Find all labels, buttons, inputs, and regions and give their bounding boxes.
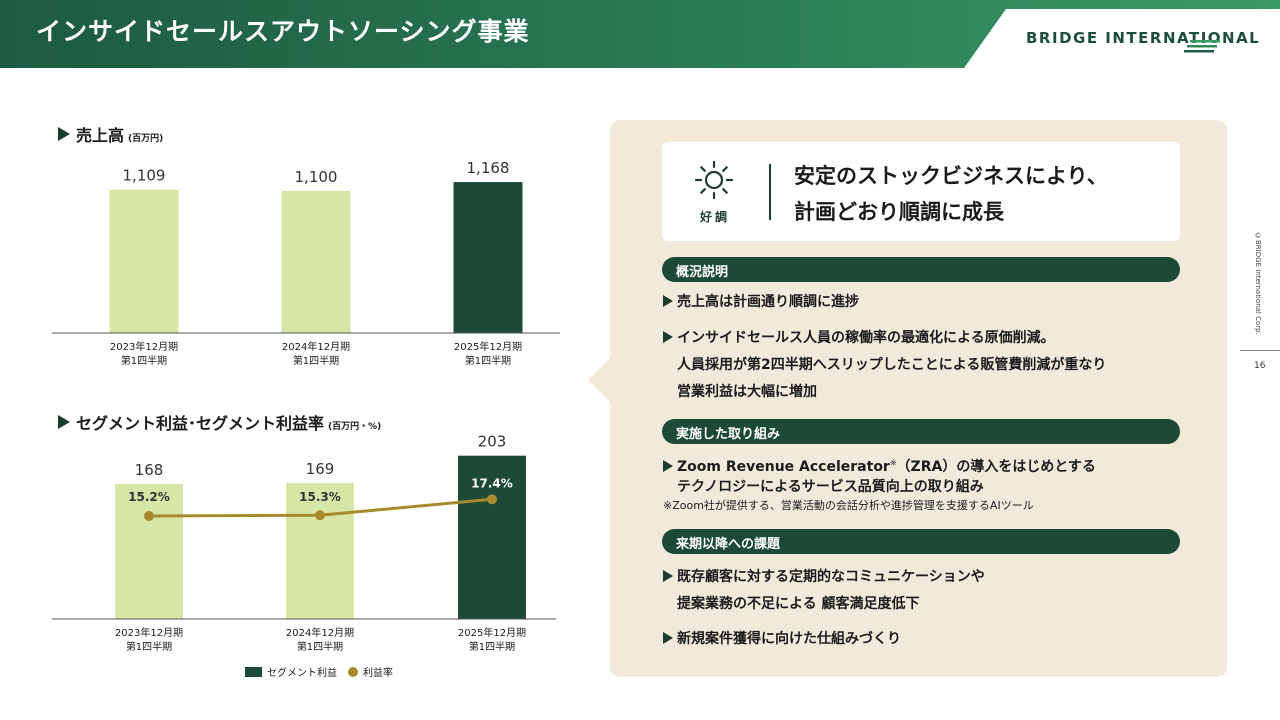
- legend-rate-swatch: [348, 667, 358, 677]
- sales-bar: [453, 182, 523, 333]
- status-label: 好調: [700, 210, 731, 224]
- x-tick-label: 第1四半期: [121, 354, 167, 367]
- initiative-item-continued: テクノロジーによるサービス品質向上の取り組み: [677, 479, 984, 495]
- company-logo: BRIDGE INTERNATIONAL: [1026, 29, 1261, 47]
- issues-section-title: 来期以降への課題: [676, 537, 781, 552]
- profit-value-label: 168: [135, 461, 164, 479]
- sales-bar: [281, 190, 351, 333]
- sales-bar: [109, 189, 179, 333]
- initiatives-section-title: 実施した取り組み: [676, 427, 781, 442]
- x-tick-label: 2025年12月期: [458, 626, 526, 639]
- triangle-bullet-icon: [663, 295, 673, 307]
- overview-item: 売上高は計画通り順調に進捗: [663, 291, 859, 311]
- x-tick-label: 2023年12月期: [115, 626, 183, 639]
- x-tick-label: 第1四半期: [297, 640, 343, 653]
- profit-value-label: 203: [478, 433, 507, 451]
- panel-pointer: [588, 358, 610, 402]
- issue-item: 既存顧客に対する定期的なコミュニケーションや: [663, 566, 985, 586]
- triangle-bullet-icon: [58, 127, 70, 141]
- issues-section-bar: 来期以降への課題: [662, 529, 1180, 554]
- segment-combo-chart: 1682023年12月期第1四半期1692024年12月期第1四半期203202…: [52, 433, 556, 679]
- legend-profit-label: セグメント利益: [267, 666, 337, 679]
- profit-rate-point: [487, 494, 497, 505]
- profit-value-label: 169: [306, 460, 335, 478]
- x-tick-label: 第1四半期: [126, 640, 172, 653]
- footnote-mark: ※: [889, 458, 897, 468]
- initiative-product: Zoom Revenue Accelerator: [677, 459, 890, 475]
- sales-chart-heading: 売上高 (百万円): [58, 122, 163, 146]
- initiative-item: Zoom Revenue Accelerator※（ZRA）の導入をはじめとする: [663, 456, 1096, 476]
- overview-item-continued: 人員採用が第2四半期へスリップしたことによる販管費削減が重なり: [677, 357, 1107, 373]
- sales-chart-title: 売上高: [76, 126, 125, 145]
- copyright-text: ©BRIDGE International Corp.: [1254, 232, 1262, 335]
- issue-item-text: 既存顧客に対する定期的なコミュニケーションや: [677, 569, 985, 585]
- header-banner: インサイドセールスアウトソーシング事業 BRIDGE INTERNATIONAL: [0, 0, 1280, 68]
- x-tick-label: 第1四半期: [293, 354, 339, 367]
- overview-section-bar: 概況説明: [662, 257, 1180, 282]
- overview-item-text: インサイドセールス人員の稼働率の最適化による原価削減。: [677, 330, 1055, 346]
- page-title: インサイドセールスアウトソーシング事業: [36, 17, 530, 46]
- page-number: 16: [1254, 361, 1266, 371]
- profit-rate-point: [315, 510, 325, 521]
- page-number-rule: [1240, 350, 1280, 351]
- issue-item: 新規案件獲得に向けた仕組みづくり: [663, 628, 901, 648]
- overview-item: インサイドセールス人員の稼働率の最適化による原価削減。: [663, 327, 1055, 347]
- segment-chart-heading: セグメント利益･セグメント利益率 (百万円・%): [58, 410, 381, 434]
- x-tick-label: 2024年12月期: [286, 626, 354, 639]
- profit-rate-label: 15.2%: [128, 490, 170, 504]
- logo-panel: BRIDGE INTERNATIONAL: [964, 9, 1280, 68]
- triangle-bullet-icon: [663, 632, 673, 644]
- overview-item-continued: 営業利益は大幅に増加: [677, 384, 817, 400]
- x-tick-label: 2023年12月期: [110, 340, 178, 353]
- triangle-bullet-icon: [58, 415, 70, 429]
- hero-divider: [769, 164, 771, 220]
- profit-rate-label: 15.3%: [299, 490, 341, 504]
- overview-item-text: 売上高は計画通り順調に進捗: [677, 294, 859, 310]
- segment-chart-title: セグメント利益･セグメント利益率: [76, 414, 325, 433]
- issue-item-text: 新規案件獲得に向けた仕組みづくり: [677, 631, 901, 647]
- initiatives-section-bar: 実施した取り組み: [662, 419, 1180, 444]
- x-tick-label: 第1四半期: [469, 640, 515, 653]
- hero-card: 好調 安定のストックビジネスにより、 計画どおり順調に成長: [662, 142, 1180, 241]
- hero-headline-1: 安定のストックビジネスにより、: [794, 164, 1108, 188]
- triangle-bullet-icon: [663, 331, 673, 343]
- sun-icon: [694, 160, 734, 200]
- hero-headline-2: 計画どおり順調に成長: [794, 200, 1004, 224]
- triangle-bullet-icon: [663, 460, 673, 472]
- profit-rate-point: [144, 511, 154, 521]
- segment-profit-bar: [458, 455, 526, 619]
- initiative-text: （ZRA）の導入をはじめとする: [896, 459, 1096, 475]
- footnote-text: ※Zoom社が提供する、営業活動の会話分析や進捗管理を支援するAIツール: [663, 499, 1034, 512]
- sales-bar-chart: 1,1092023年12月期第1四半期1,1002024年12月期第1四半期1,…: [52, 159, 560, 367]
- sales-value-label: 1,109: [123, 167, 166, 185]
- overview-section-title: 概況説明: [676, 265, 729, 280]
- triangle-bullet-icon: [663, 570, 673, 582]
- segment-profit-bar: [286, 483, 354, 619]
- sales-chart-unit: (百万円): [128, 134, 164, 144]
- sales-value-label: 1,100: [295, 168, 338, 186]
- legend-rate-label: 利益率: [363, 666, 393, 679]
- logo-stripes-icon: [1184, 40, 1220, 53]
- x-tick-label: 第1四半期: [465, 354, 511, 367]
- legend-profit-swatch: [245, 667, 262, 677]
- sales-value-label: 1,168: [467, 159, 510, 177]
- segment-profit-bar: [115, 483, 183, 619]
- x-tick-label: 2024年12月期: [282, 340, 350, 353]
- issue-item-continued: 提案業務の不足による 顧客満足度低下: [677, 596, 920, 612]
- profit-rate-label: 17.4%: [471, 476, 513, 490]
- x-tick-label: 2025年12月期: [454, 340, 522, 353]
- segment-chart-unit: (百万円・%): [328, 422, 382, 432]
